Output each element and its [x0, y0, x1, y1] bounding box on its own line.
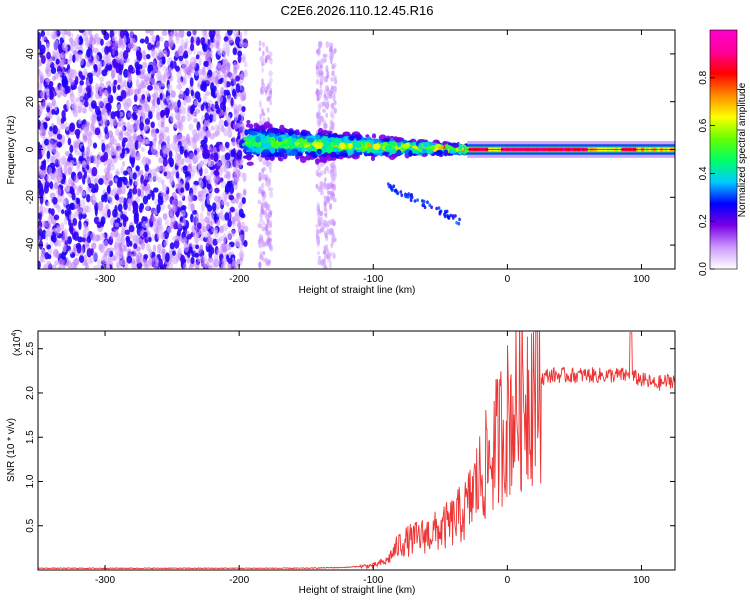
colorbar-label: Normalized spectral amplitude [737, 82, 748, 217]
snr-frame [37, 330, 676, 571]
y-tick-label: 20 [25, 96, 36, 108]
snr-y-ticks: 0.5 1.0 1.5 2.0 2.5 [25, 341, 675, 533]
colorbar-tick-label: 0.8 [698, 70, 709, 84]
y-tick-label: 2.0 [25, 386, 36, 400]
snr-x-label: Height of straight line (km) [299, 585, 416, 596]
snr-multiplier: (x104) [11, 329, 23, 356]
x-tick-label: -100 [363, 575, 383, 586]
spectrogram-y-ticks: -40 -20 0 20 40 [25, 48, 675, 252]
colorbar: 0.0 0.2 0.4 0.6 0.8 Normalized spectral ampl… [698, 29, 748, 276]
figure-title: C2E6.2026.110.12.45.R16 [281, 3, 434, 18]
y-tick-label: 2.5 [25, 341, 36, 355]
x-tick-label: 100 [633, 575, 650, 586]
spectrogram-layer [38, 30, 675, 269]
y-tick-label: 1.5 [25, 430, 36, 444]
x-tick-label: -300 [95, 274, 115, 285]
x-tick-label: -200 [229, 274, 249, 285]
x-tick-label: 0 [505, 575, 511, 586]
x-tick-label: -300 [95, 575, 115, 586]
snr-x-ticks: -300 -200 -100 0 100 [95, 331, 650, 586]
y-tick-label: 40 [25, 48, 36, 60]
y-tick-label: -40 [25, 237, 36, 252]
colorbar-tick-label: 0.6 [698, 118, 709, 132]
spectrogram-x-label: Height of straight line (km) [299, 285, 416, 296]
snr-series-line [38, 331, 675, 570]
y-tick-label: 0 [25, 146, 36, 152]
y-tick-label: -20 [25, 190, 36, 205]
y-tick-label: 1.0 [25, 474, 36, 488]
colorbar-scale [709, 29, 738, 270]
snr-layer [38, 331, 675, 570]
snr-panel: -300 -200 -100 0 100 0.5 1.0 1.5 2.0 2.5 Height … [6, 329, 676, 596]
y-tick-label: 0.5 [25, 518, 36, 532]
snr-y-label: SNR (10 * v/v) [6, 418, 17, 482]
colorbar-ticks: 0.0 0.2 0.4 0.6 0.8 [698, 70, 715, 276]
spectrogram-y-label: Frequency (Hz) [6, 116, 17, 185]
snr-multiplier-exponent: 4 [11, 333, 18, 337]
x-tick-label: 100 [633, 274, 650, 285]
spectrogram-x-ticks: -300 -200 -100 0 100 [95, 30, 650, 285]
colorbar-tick-label: 0.4 [698, 166, 709, 180]
colorbar-tick-label: 0.2 [698, 214, 709, 228]
x-tick-label: 0 [505, 274, 511, 285]
snr-background [38, 331, 675, 570]
colorbar-tick-label: 0.0 [698, 262, 709, 276]
x-tick-label: -200 [229, 575, 249, 586]
x-tick-label: -100 [363, 274, 383, 285]
